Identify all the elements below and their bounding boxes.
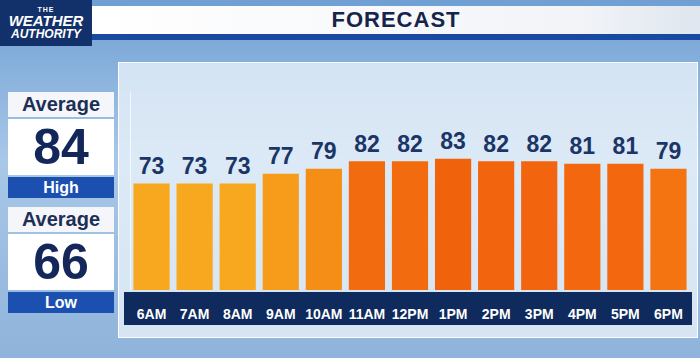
html-text:High: High	[43, 178, 79, 196]
svg-text:5PM: 5PM	[611, 306, 640, 322]
svg-text:12PM: 12PM	[392, 306, 429, 322]
svg-text:73: 73	[139, 153, 165, 179]
svg-text:11AM: 11AM	[349, 306, 386, 322]
svg-text:73: 73	[182, 153, 208, 179]
svg-text:9AM: 9AM	[266, 306, 296, 322]
svg-text:77: 77	[268, 143, 294, 169]
svg-text:82: 82	[354, 131, 380, 157]
html-text:WEATHER: WEATHER	[8, 12, 84, 29]
html-text:Average: Average	[21, 93, 101, 115]
svg-text:82: 82	[397, 131, 423, 157]
svg-text:6AM: 6AM	[137, 306, 167, 322]
html-text:FORECAST: FORECAST	[331, 7, 461, 32]
svg-text:82: 82	[483, 131, 509, 157]
svg-text:2PM: 2PM	[482, 306, 511, 322]
svg-text:4PM: 4PM	[568, 306, 597, 322]
svg-text:6PM: 6PM	[654, 306, 683, 322]
svg-text:81: 81	[570, 133, 596, 159]
svg-text:7AM: 7AM	[180, 306, 210, 322]
svg-text:73: 73	[225, 153, 251, 179]
html-text:Low: Low	[45, 293, 77, 311]
html-text:AUTHORITY: AUTHORITY	[11, 27, 81, 41]
svg-text:8AM: 8AM	[223, 306, 253, 322]
svg-text:81: 81	[613, 133, 639, 159]
svg-text:3PM: 3PM	[525, 306, 554, 322]
html-text:THE: THE	[37, 6, 55, 13]
svg-text:79: 79	[311, 138, 337, 164]
html-text:84: 84	[33, 119, 89, 175]
svg-text:83: 83	[440, 128, 466, 154]
svg-text:10AM: 10AM	[305, 306, 342, 322]
html-text:66: 66	[33, 234, 89, 290]
svg-text:82: 82	[526, 131, 552, 157]
html-text:Average: Average	[21, 208, 101, 230]
svg-text:79: 79	[656, 138, 682, 164]
svg-text:1PM: 1PM	[439, 306, 468, 322]
